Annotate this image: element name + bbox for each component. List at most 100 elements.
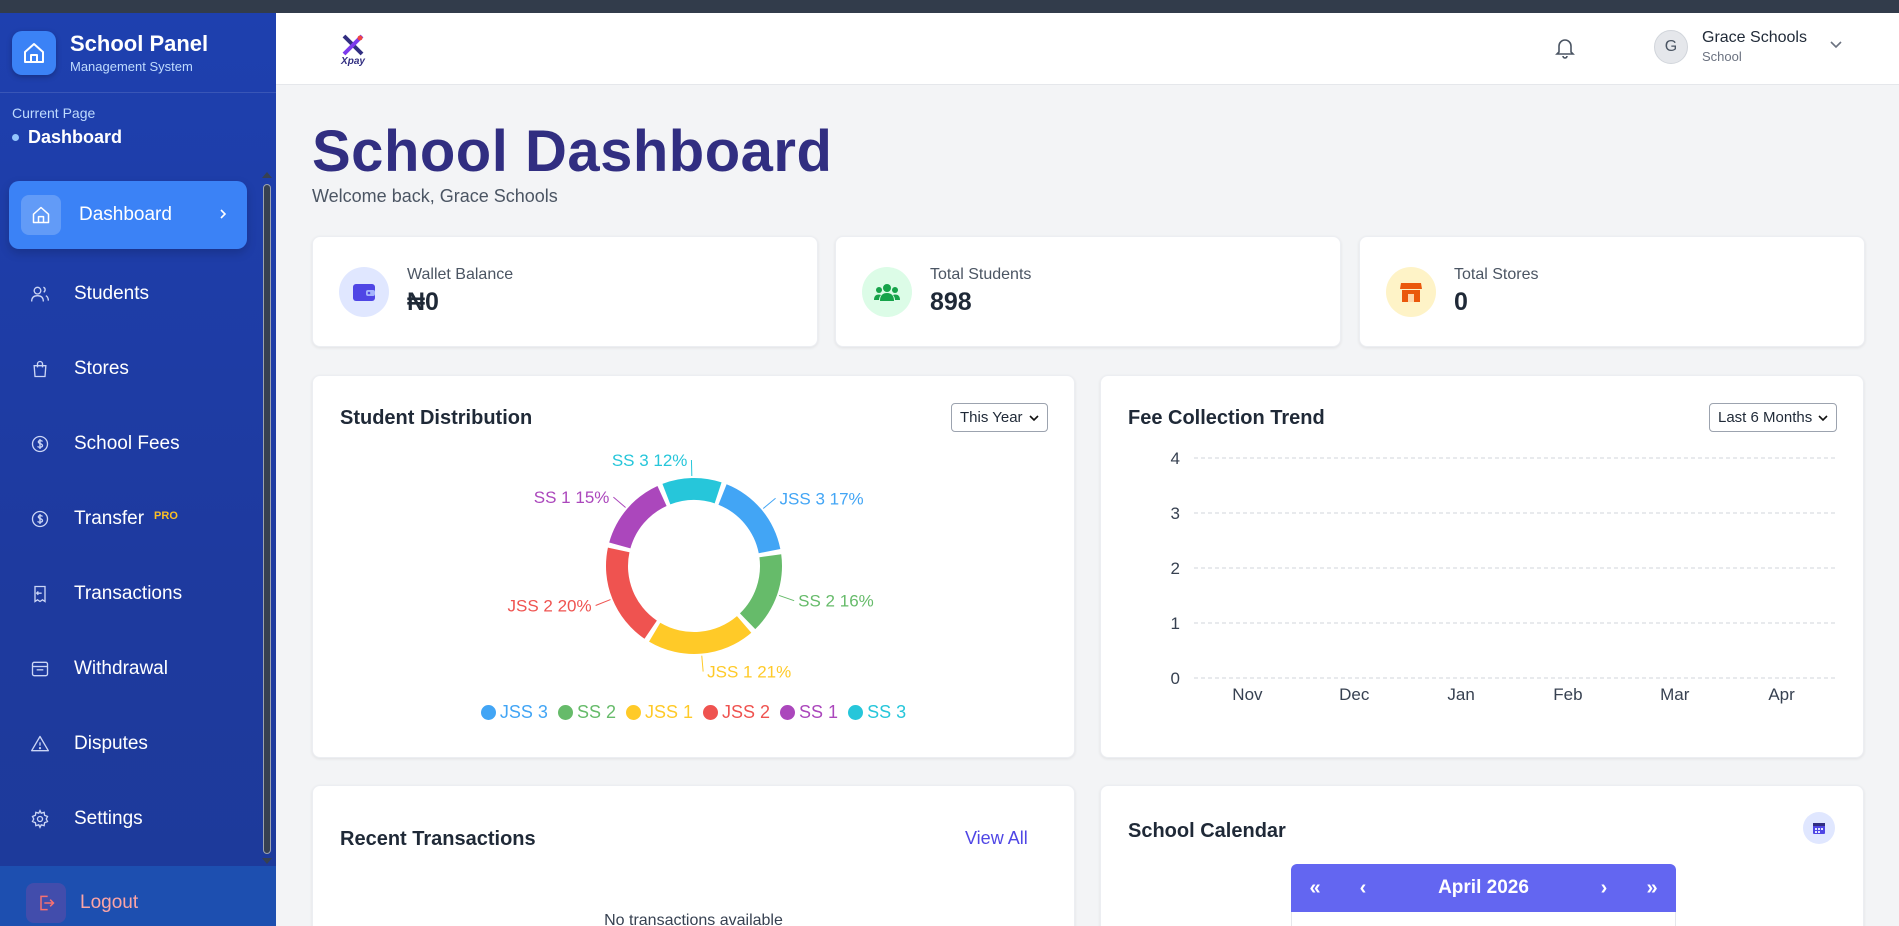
sidebar-item-students[interactable]: Students <box>0 256 256 331</box>
users-group-icon <box>862 266 912 317</box>
x-tick-label: Mar <box>1660 685 1690 704</box>
stat-card-wallet: Wallet Balance ₦0 <box>312 236 818 347</box>
sidebar-item-label: Transactions <box>74 582 183 604</box>
legend-dot <box>848 705 864 720</box>
donut-slice-ss-1 <box>609 485 667 549</box>
scroll-down-arrow[interactable] <box>262 858 272 864</box>
sidebar-scrollbar[interactable] <box>259 170 275 868</box>
donut-label: SS 2 16% <box>798 592 874 611</box>
x-tick-label: Dec <box>1339 685 1370 704</box>
legend-item[interactable]: SS 2 <box>557 702 616 723</box>
legend-item[interactable]: JSS 2 <box>703 702 770 723</box>
calendar-header: « ‹ April 2026 › » <box>1291 864 1676 912</box>
legend-label: SS 3 <box>867 702 907 722</box>
receipt-icon <box>28 582 52 606</box>
sidebar-item-school-fees[interactable]: School Fees <box>0 406 256 481</box>
view-all-link[interactable]: View All <box>965 828 1028 848</box>
home-logo-icon[interactable] <box>12 30 56 75</box>
bell-icon[interactable] <box>1555 37 1575 64</box>
prev-year-button[interactable]: « <box>1309 876 1321 899</box>
sidebar-item-label: Transfer <box>74 507 145 529</box>
donut-slice-jss-1 <box>649 616 752 654</box>
legend-dot <box>480 705 496 720</box>
calendar-month[interactable]: April 2026 <box>1438 877 1529 898</box>
inbox-icon <box>28 657 52 681</box>
stat-value: 898 <box>930 288 972 316</box>
chevron-right-icon <box>217 204 229 226</box>
donut-legend: JSS 3 SS 2 JSS 1 JSS 2 SS 1 SS 3 <box>313 702 1074 723</box>
transactions-title: Recent Transactions <box>340 828 536 850</box>
y-tick-label: 2 <box>1171 559 1180 578</box>
student-distribution-card: Student Distribution This Year JSS 3 17%… <box>312 375 1075 758</box>
scrollbar-thumb[interactable] <box>263 184 271 854</box>
distribution-title: Student Distribution <box>340 407 533 429</box>
school-calendar-card: School Calendar « ‹ April 2026 › » <box>1100 785 1864 926</box>
sidebar-item-disputes[interactable]: Disputes <box>0 706 256 781</box>
prev-month-button[interactable]: ‹ <box>1359 876 1367 899</box>
stat-value: ₦0 <box>407 288 439 316</box>
legend-label: JSS 3 <box>499 702 548 722</box>
avatar: G <box>1654 29 1688 64</box>
donut-label: JSS 3 17% <box>780 489 864 508</box>
donut-slice-jss-3 <box>718 484 781 554</box>
legend-item[interactable]: JSS 1 <box>625 702 693 723</box>
sidebar-nav: Dashboard Students Stores School Fees Tr… <box>0 181 256 856</box>
legend-item[interactable]: SS 3 <box>848 702 906 723</box>
y-tick-label: 0 <box>1171 669 1180 688</box>
stat-value: 0 <box>1454 288 1468 316</box>
next-year-button[interactable]: » <box>1646 876 1658 899</box>
user-menu[interactable]: G Grace Schools School <box>1654 29 1843 64</box>
xpay-logo[interactable]: Xpay <box>336 33 370 67</box>
stat-card-students: Total Students 898 <box>835 236 1341 347</box>
sidebar-item-label: Withdrawal <box>74 657 168 679</box>
sidebar-item-settings[interactable]: Settings <box>0 781 256 856</box>
sidebar-item-withdrawal[interactable]: Withdrawal <box>0 631 256 706</box>
select-value: Last 6 Months <box>1718 409 1813 426</box>
donut-leader-line <box>613 496 626 508</box>
store-icon <box>1386 266 1436 317</box>
calendar-grid <box>1291 912 1676 926</box>
fee-trend-card: Fee Collection Trend Last 6 Months 0 1 2 3 4… <box>1100 375 1864 758</box>
calendar-title: School Calendar <box>1128 820 1286 842</box>
sidebar-item-dashboard[interactable]: Dashboard <box>9 181 247 249</box>
donut-slice-ss-3 <box>662 478 722 505</box>
sidebar-item-transactions[interactable]: Transactions <box>0 556 256 631</box>
donut-label: JSS 1 21% <box>707 663 791 682</box>
page-title: School Dashboard <box>312 119 833 184</box>
donut-leader-line <box>701 655 704 672</box>
sidebar-item-label: Stores <box>74 357 129 379</box>
y-tick-label: 1 <box>1171 614 1180 633</box>
donut-label: JSS 2 20% <box>508 597 592 616</box>
donut-slice-jss-2 <box>606 547 657 639</box>
donut-slice-ss-2 <box>739 554 782 630</box>
legend-label: SS 1 <box>799 702 839 722</box>
scroll-up-arrow[interactable] <box>262 172 272 178</box>
top-header: Xpay G Grace Schools School <box>276 13 1899 85</box>
dollar-circle-icon <box>28 507 52 531</box>
legend-item[interactable]: SS 1 <box>780 702 838 723</box>
sidebar-brand: School Panel Management System <box>0 13 276 93</box>
donut-label: SS 1 15% <box>534 488 610 507</box>
sidebar-item-label: Students <box>74 282 149 304</box>
current-page-value: Dashboard <box>28 127 123 147</box>
y-tick-label: 4 <box>1171 449 1180 468</box>
donut-chart: JSS 3 17% SS 2 16% JSS 1 21% JSS 2 20% SS 1 … <box>508 451 874 682</box>
current-page-label: Current Page <box>12 105 96 121</box>
brand-subtitle: Management System <box>70 59 193 74</box>
sidebar-item-label: Disputes <box>74 732 148 754</box>
next-month-button[interactable]: › <box>1600 876 1608 899</box>
current-page-dot <box>12 134 19 141</box>
trend-period-select[interactable]: Last 6 Months <box>1709 403 1838 432</box>
users-icon <box>28 282 52 306</box>
sidebar-item-transfer[interactable]: Transfer PRO <box>0 481 256 556</box>
distribution-period-select[interactable]: This Year <box>951 403 1048 432</box>
legend-dot <box>557 705 573 720</box>
user-name: Grace Schools <box>1702 29 1807 46</box>
legend-item[interactable]: JSS 3 <box>480 702 548 723</box>
legend-dot <box>780 705 796 720</box>
legend-label: SS 2 <box>576 702 616 722</box>
calendar-icon[interactable] <box>1803 812 1835 844</box>
sidebar-item-stores[interactable]: Stores <box>0 331 256 406</box>
trend-title: Fee Collection Trend <box>1128 407 1325 429</box>
logout-button[interactable]: Logout <box>0 866 276 926</box>
